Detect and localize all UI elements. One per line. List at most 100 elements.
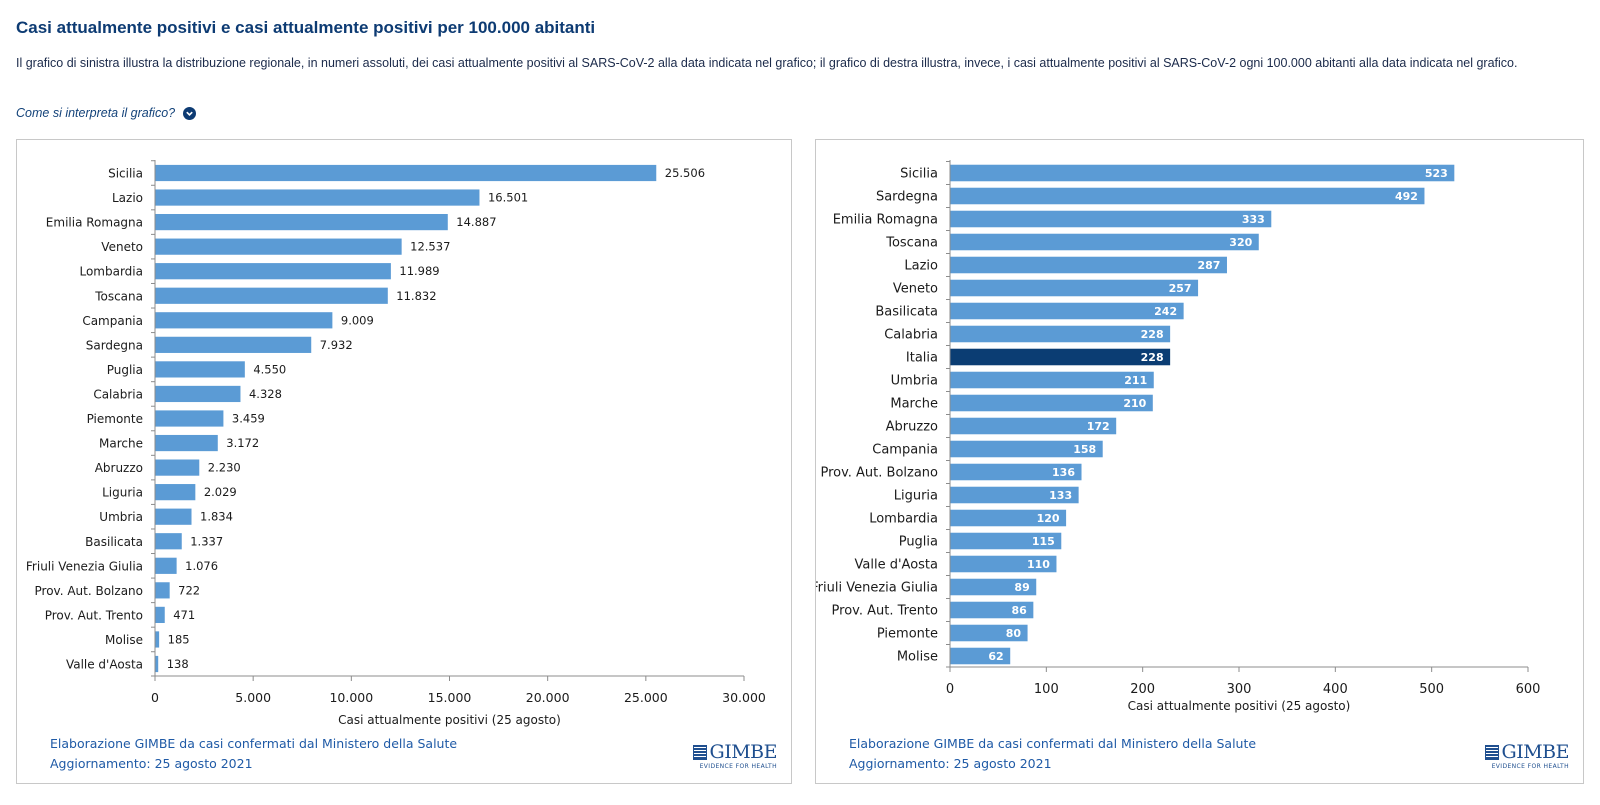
data-label: 523 (1425, 167, 1448, 180)
interpretation-toggle[interactable]: Come si interpreta il grafico? (16, 106, 197, 120)
category-label: Friuli Venezia Giulia (816, 581, 938, 596)
bar (950, 187, 1425, 205)
data-label: 115 (1032, 535, 1055, 548)
data-label: 287 (1198, 259, 1221, 272)
chevron-down-icon (183, 106, 197, 120)
category-label: Marche (890, 397, 938, 412)
bar (155, 459, 200, 476)
category-label: Sicilia (108, 167, 143, 181)
data-label: 1.337 (190, 534, 223, 548)
chart-cases-per-100k: Sicilia 523 Sardegna 492 Emilia Romagna 333 To… (816, 160, 1541, 713)
gimbe-mark-icon (692, 744, 707, 760)
data-label: 4.328 (249, 387, 282, 401)
data-label: 185 (168, 632, 190, 646)
data-label: 110 (1027, 558, 1050, 571)
update-date: Aggiornamento: 25 agosto 2021 (50, 756, 253, 771)
gimbe-logo: GIMBE EVIDENCE FOR HEALTH (1484, 742, 1570, 770)
data-label: 3.459 (232, 412, 265, 426)
bar (950, 371, 1154, 389)
x-tick-label: 400 (1323, 682, 1348, 697)
data-label: 120 (1037, 512, 1060, 525)
x-tick-label: 25.000 (624, 690, 668, 705)
x-tick-label: 100 (1034, 682, 1059, 697)
data-label: 62 (988, 650, 1003, 663)
bar (155, 238, 402, 255)
logo-tagline: EVIDENCE FOR HEALTH (1491, 763, 1569, 770)
bar (155, 508, 192, 525)
category-label: Lombardia (869, 512, 938, 527)
bar (950, 417, 1117, 435)
x-tick-label: 30.000 (722, 690, 766, 705)
data-label: 1.076 (185, 559, 218, 573)
data-label: 158 (1073, 443, 1096, 456)
category-label: Marche (99, 437, 143, 451)
x-tick-label: 600 (1516, 682, 1541, 697)
page-title: Casi attualmente positivi e casi attualm… (16, 18, 596, 37)
data-label: 86 (1012, 604, 1028, 617)
category-label: Prov. Aut. Bolzano (820, 466, 938, 481)
data-label: 136 (1052, 466, 1075, 479)
bar (155, 385, 241, 403)
chart-source-note: Elaborazione GIMBE da casi confermati da… (849, 734, 1256, 774)
category-label: Italia (906, 351, 938, 366)
bar (155, 582, 170, 599)
x-axis-title: Casi attualmente positivi (25 agosto) (338, 713, 561, 727)
data-label: 228 (1141, 328, 1164, 341)
data-label: 133 (1049, 489, 1072, 502)
x-tick-label: 500 (1419, 682, 1444, 697)
data-label: 9.009 (341, 313, 374, 327)
bar (950, 578, 1037, 596)
chart-absolute-cases: Sicilia 25.506 Lazio 16.501 Emilia Romagna 14… (26, 160, 766, 727)
x-tick-label: 300 (1227, 682, 1252, 697)
chart-panel-absolute: Sicilia 25.506 Lazio 16.501 Emilia Romagna 14… (16, 139, 792, 784)
category-label: Basilicata (85, 535, 143, 549)
data-label: 172 (1087, 420, 1110, 433)
data-label: 11.989 (399, 264, 439, 278)
category-label: Calabria (93, 387, 143, 401)
category-label: Sicilia (900, 167, 938, 182)
data-label: 80 (1006, 627, 1022, 640)
category-label: Puglia (107, 363, 143, 377)
category-label: Veneto (893, 282, 938, 297)
bar (950, 647, 1011, 665)
category-label: Prov. Aut. Bolzano (35, 584, 144, 598)
data-label: 257 (1169, 282, 1192, 295)
bar (950, 256, 1227, 274)
data-label: 211 (1124, 374, 1147, 387)
bar (155, 655, 159, 673)
x-tick-label: 20.000 (526, 690, 570, 705)
data-label: 1.834 (200, 510, 233, 524)
bar (155, 410, 224, 427)
data-label: 242 (1154, 305, 1177, 318)
category-label: Piemonte (87, 412, 143, 426)
category-label: Liguria (894, 489, 938, 504)
category-label: Campania (872, 443, 938, 458)
data-label: 7.932 (320, 338, 353, 352)
bar (155, 213, 448, 231)
category-label: Prov. Aut. Trento (832, 604, 938, 619)
x-tick-label: 10.000 (329, 690, 373, 705)
x-tick-label: 200 (1130, 682, 1155, 697)
data-label: 471 (173, 608, 195, 622)
data-label: 210 (1123, 397, 1146, 410)
data-label: 492 (1395, 190, 1418, 203)
data-label: 2.230 (208, 461, 241, 475)
bar (155, 557, 177, 574)
category-label: Veneto (101, 240, 143, 254)
category-label: Umbria (891, 374, 938, 389)
category-label: Campania (82, 314, 143, 328)
bar (950, 440, 1103, 458)
bar (950, 279, 1199, 297)
bar (950, 394, 1153, 412)
data-label: 16.501 (488, 191, 528, 205)
data-label: 4.550 (253, 362, 286, 376)
logo-text: GIMBE (709, 741, 778, 763)
source-line: Elaborazione GIMBE da casi confermati da… (50, 736, 458, 751)
data-label: 722 (178, 583, 200, 597)
category-label: Toscana (885, 236, 938, 251)
category-label: Valle d'Aosta (66, 658, 143, 672)
x-tick-label: 15.000 (428, 690, 472, 705)
data-label: 25.506 (665, 166, 705, 180)
chart-source-note: Elaborazione GIMBE da casi confermati da… (50, 734, 457, 774)
bar (155, 631, 160, 648)
